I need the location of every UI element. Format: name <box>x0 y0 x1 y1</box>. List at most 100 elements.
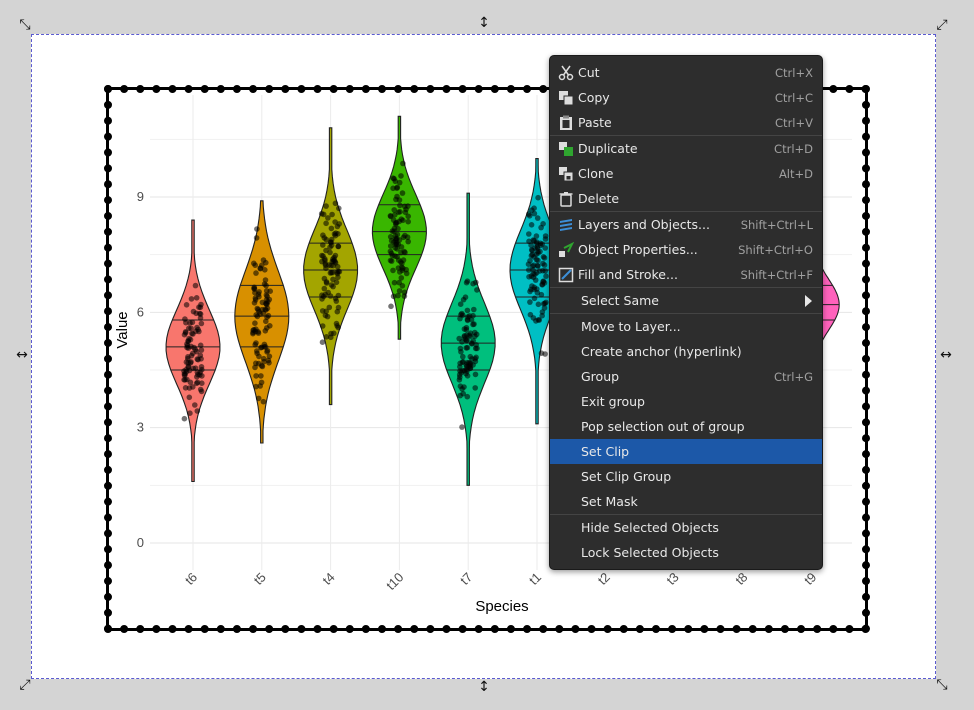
clone-icon <box>557 165 575 183</box>
menu-item-hide-selected-objects[interactable]: Hide Selected Objects <box>550 514 822 540</box>
data-point <box>320 242 326 248</box>
resize-handle-n-icon[interactable]: ↕ <box>478 15 490 31</box>
menu-item-set-clip[interactable]: Set Clip <box>550 439 822 464</box>
data-point <box>194 379 201 386</box>
x-tick-label: t2 <box>595 570 613 588</box>
data-point <box>263 259 269 266</box>
data-point <box>189 330 195 337</box>
data-point <box>540 253 547 260</box>
data-point <box>527 288 533 295</box>
resize-handle-sw-icon[interactable]: ⤢ <box>19 677 31 693</box>
data-point <box>399 190 406 196</box>
resize-handle-s-icon[interactable]: ↕ <box>478 679 490 695</box>
menu-item-exit-group[interactable]: Exit group <box>550 389 822 414</box>
data-point <box>196 310 203 317</box>
menu-item-clone[interactable]: Clone Alt+D <box>550 161 822 186</box>
data-point <box>528 222 535 228</box>
x-tick-label: t4 <box>319 570 337 588</box>
menu-item-shortcut: Ctrl+G <box>773 369 813 384</box>
data-point <box>460 359 466 365</box>
data-point <box>460 390 467 397</box>
data-point <box>335 268 342 275</box>
resize-handle-nw-icon[interactable]: ⤡ <box>19 17 31 33</box>
data-point <box>471 321 477 327</box>
menu-item-group[interactable]: Group Ctrl+G <box>550 364 822 389</box>
menu-item-layers-and-objects[interactable]: Layers and Objects... Shift+Ctrl+L <box>550 211 822 237</box>
resize-handle-se-icon[interactable]: ⤡ <box>936 677 948 693</box>
menu-item-label: Set Clip Group <box>581 469 672 484</box>
data-point <box>194 374 200 380</box>
menu-item-fill-and-stroke[interactable]: Fill and Stroke... Shift+Ctrl+F <box>550 262 822 287</box>
y-tick-label: 3 <box>137 420 144 435</box>
violin-t10 <box>371 115 427 340</box>
data-point <box>531 205 537 211</box>
data-point <box>252 320 258 327</box>
menu-item-label: Delete <box>578 191 620 206</box>
data-point <box>323 334 330 340</box>
data-point <box>192 282 199 289</box>
data-point <box>541 280 548 286</box>
data-point <box>321 235 328 241</box>
menu-item-create-anchor-hyperlink[interactable]: Create anchor (hyperlink) <box>550 339 822 364</box>
menu-item-select-same[interactable]: Select Same <box>550 287 822 313</box>
menu-item-shortcut: Ctrl+D <box>774 141 813 156</box>
data-point <box>253 373 259 379</box>
data-point <box>329 269 336 276</box>
menu-item-object-properties[interactable]: Object Properties... Shift+Ctrl+O <box>550 237 822 262</box>
menu-item-pop-selection-out-of-group[interactable]: Pop selection out of group <box>550 414 822 439</box>
data-point <box>526 211 532 217</box>
data-point <box>401 293 408 299</box>
menu-item-move-to-layer[interactable]: Move to Layer... <box>550 313 822 339</box>
data-point <box>197 304 204 311</box>
data-point <box>396 288 403 294</box>
menu-item-cut[interactable]: Cut Ctrl+X <box>550 60 822 85</box>
data-point <box>253 312 259 318</box>
data-point <box>255 291 262 298</box>
data-point <box>533 233 540 239</box>
menu-item-set-mask[interactable]: Set Mask <box>550 489 822 514</box>
menu-item-copy[interactable]: Copy Ctrl+C <box>550 85 822 110</box>
data-point <box>183 302 190 308</box>
data-point <box>251 285 257 292</box>
data-point <box>464 307 471 314</box>
resize-handle-ne-icon[interactable]: ⤢ <box>936 17 948 33</box>
submenu-arrow-icon <box>805 294 812 307</box>
data-point <box>403 206 409 213</box>
data-point <box>320 253 326 259</box>
menu-item-label: Hide Selected Objects <box>581 520 719 535</box>
x-tick-label: t8 <box>732 570 750 588</box>
data-point <box>257 265 264 272</box>
resize-handle-w-icon[interactable]: ↔ <box>16 347 28 363</box>
menu-item-label: Lock Selected Objects <box>581 545 719 560</box>
data-point <box>335 243 342 250</box>
data-point <box>542 300 548 307</box>
y-tick-label: 0 <box>137 535 144 550</box>
data-point <box>321 275 328 282</box>
menu-item-lock-selected-objects[interactable]: Lock Selected Objects <box>550 540 822 565</box>
data-point <box>398 216 405 222</box>
data-point <box>387 248 394 255</box>
data-point <box>328 330 334 337</box>
object-properties-icon <box>557 241 575 259</box>
data-point <box>396 197 403 203</box>
menu-item-set-clip-group[interactable]: Set Clip Group <box>550 464 822 489</box>
data-point <box>472 371 479 378</box>
data-point <box>534 215 541 221</box>
data-point <box>253 270 259 276</box>
menu-item-paste[interactable]: Paste Ctrl+V <box>550 110 822 135</box>
data-point <box>400 234 407 241</box>
data-point <box>187 336 194 343</box>
data-point <box>535 301 542 308</box>
data-point <box>537 242 544 249</box>
resize-handle-e-icon[interactable]: ↔ <box>940 347 952 363</box>
data-point <box>532 277 539 283</box>
menu-item-duplicate[interactable]: Duplicate Ctrl+D <box>550 135 822 161</box>
data-point <box>405 218 412 225</box>
data-point <box>254 226 260 232</box>
menu-item-delete[interactable]: Delete <box>550 186 822 211</box>
data-point <box>319 308 326 314</box>
data-point <box>194 408 201 414</box>
violin-shape <box>234 200 290 444</box>
data-point <box>526 238 532 245</box>
